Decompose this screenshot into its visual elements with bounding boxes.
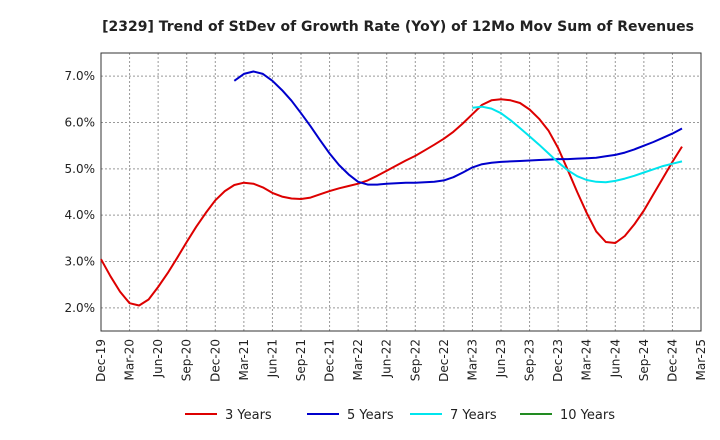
x-tick-label: Dec-19 (94, 339, 108, 382)
x-tick-label: Mar-23 (465, 339, 479, 380)
x-tick-label: Sep-22 (408, 339, 422, 381)
y-tick-label: 2.0% (65, 301, 96, 315)
x-tick-label: Jun-22 (380, 339, 394, 378)
x-tick-label: Dec-23 (551, 339, 565, 382)
x-tick-label: Mar-22 (351, 339, 365, 380)
x-tick-label: Mar-25 (694, 339, 708, 380)
legend-label: 10 Years (560, 408, 615, 423)
x-tick-label: Dec-20 (208, 339, 222, 382)
x-tick-label: Sep-23 (523, 339, 537, 381)
x-tick-label: Sep-20 (180, 339, 194, 381)
y-axis: 2.0% 3.0% 4.0% 5.0% 6.0% 7.0% (65, 69, 96, 315)
legend-label: 3 Years (225, 408, 272, 423)
legend-label: 7 Years (450, 408, 497, 423)
x-tick-label: Mar-21 (237, 339, 251, 380)
series-line-3-years (100, 98, 683, 307)
x-tick-label: Jun-23 (494, 339, 508, 378)
x-tick-label: Mar-24 (580, 339, 594, 380)
x-tick-label: Jun-24 (608, 339, 622, 378)
y-tick-label: 7.0% (65, 69, 96, 83)
grid-layer (100, 53, 702, 331)
legend-label: 5 Years (347, 408, 394, 423)
x-tick-label: Dec-21 (323, 339, 337, 382)
legend: 3 Years 5 Years 7 Years 10 Years (185, 408, 615, 423)
y-tick-label: 4.0% (65, 208, 96, 222)
x-tick-label: Mar-20 (123, 339, 137, 380)
x-tick-label: Sep-24 (637, 339, 651, 381)
chart-title: [2329] Trend of StDev of Growth Rate (Yo… (102, 19, 694, 35)
plot-frame (100, 52, 702, 332)
series-line-5-years (233, 70, 683, 186)
y-tick-label: 6.0% (65, 116, 96, 130)
x-tick-label: Jun-20 (151, 339, 165, 378)
series-line-7-years (472, 105, 683, 184)
x-tick-label: Jun-21 (265, 339, 279, 378)
y-tick-label: 5.0% (65, 162, 96, 176)
x-tick-label: Dec-22 (437, 339, 451, 382)
x-tick-label: Dec-24 (665, 339, 679, 382)
y-tick-label: 3.0% (65, 255, 96, 269)
series-layer (100, 70, 683, 307)
x-axis: Dec-19 Mar-20 Jun-20 Sep-20 Dec-20 Mar-21 Jun-… (94, 339, 708, 382)
x-tick-label: Sep-21 (294, 339, 308, 381)
